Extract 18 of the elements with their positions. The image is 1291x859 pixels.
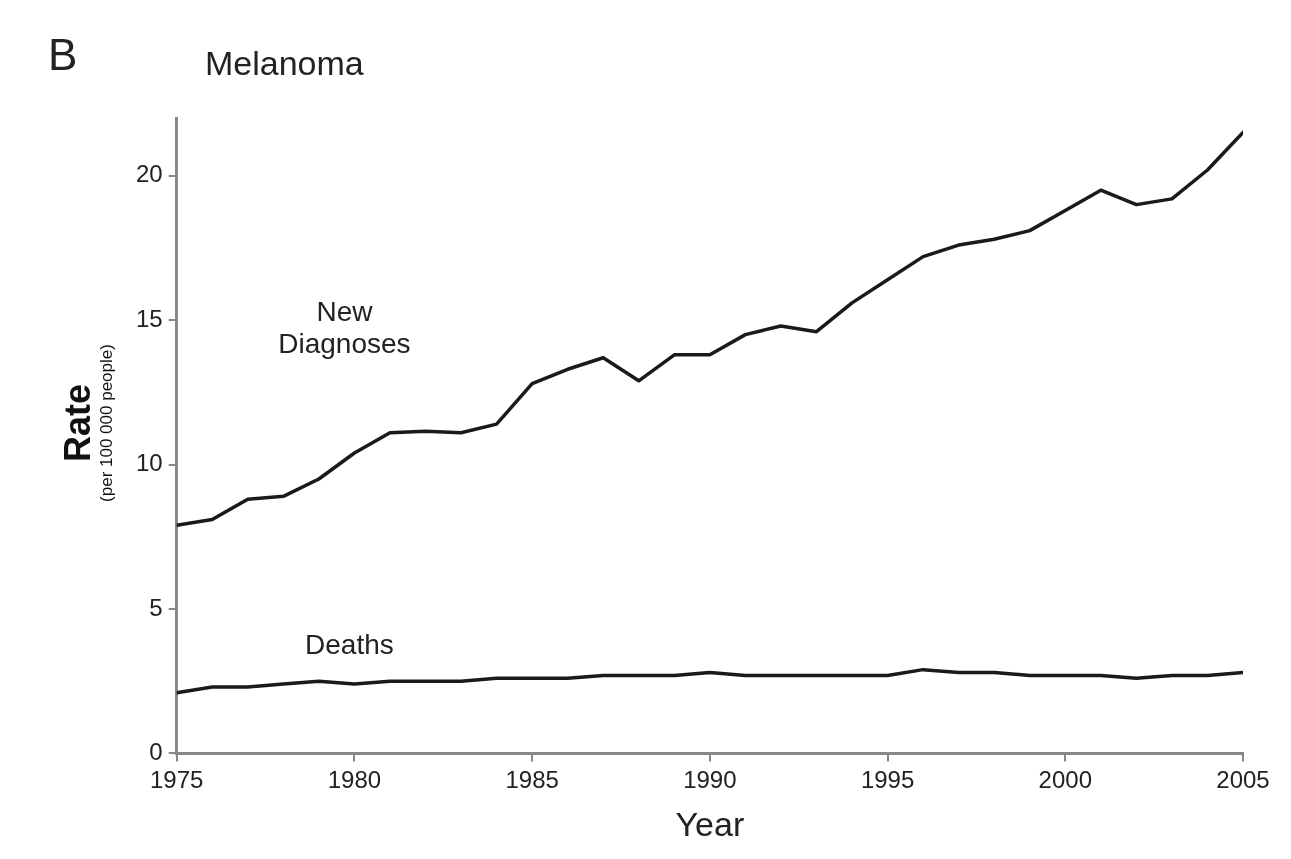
x-axis-title: Year: [675, 804, 745, 843]
y-tick-label: 5: [149, 593, 163, 621]
chart-title: Melanoma: [205, 44, 364, 83]
x-tick-label: 1975: [150, 766, 204, 794]
y-tick-label: 0: [149, 738, 163, 766]
x-tick-label: 1995: [860, 766, 915, 794]
y-axis-title: Rate (per 100 000 people): [57, 344, 117, 502]
x-tick-label: 1980: [327, 766, 382, 794]
x-tick-label: 2000: [1038, 766, 1092, 794]
y-tick-label: 15: [135, 304, 163, 332]
x-tick-label: 2005: [1216, 766, 1270, 794]
text: New Diagnoses: [278, 296, 411, 360]
y-tick-label: 20: [135, 160, 163, 188]
x-tick-label: 1990: [683, 766, 737, 794]
series-label: Deaths: [305, 629, 394, 661]
y-tick-label: 10: [135, 449, 163, 477]
x-tick-label: 1985: [505, 766, 559, 794]
text: B: [48, 30, 78, 80]
